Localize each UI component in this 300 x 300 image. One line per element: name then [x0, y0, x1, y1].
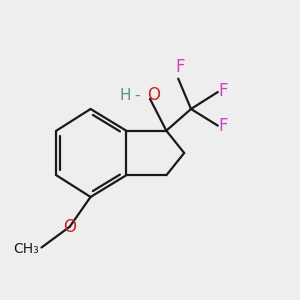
Text: CH₃: CH₃: [14, 242, 39, 256]
Text: O: O: [63, 218, 76, 236]
Text: -: -: [134, 88, 140, 103]
Text: F: F: [218, 117, 228, 135]
Text: F: F: [175, 58, 184, 76]
Text: F: F: [218, 82, 228, 100]
Text: H: H: [119, 88, 131, 103]
Text: O: O: [147, 86, 160, 104]
